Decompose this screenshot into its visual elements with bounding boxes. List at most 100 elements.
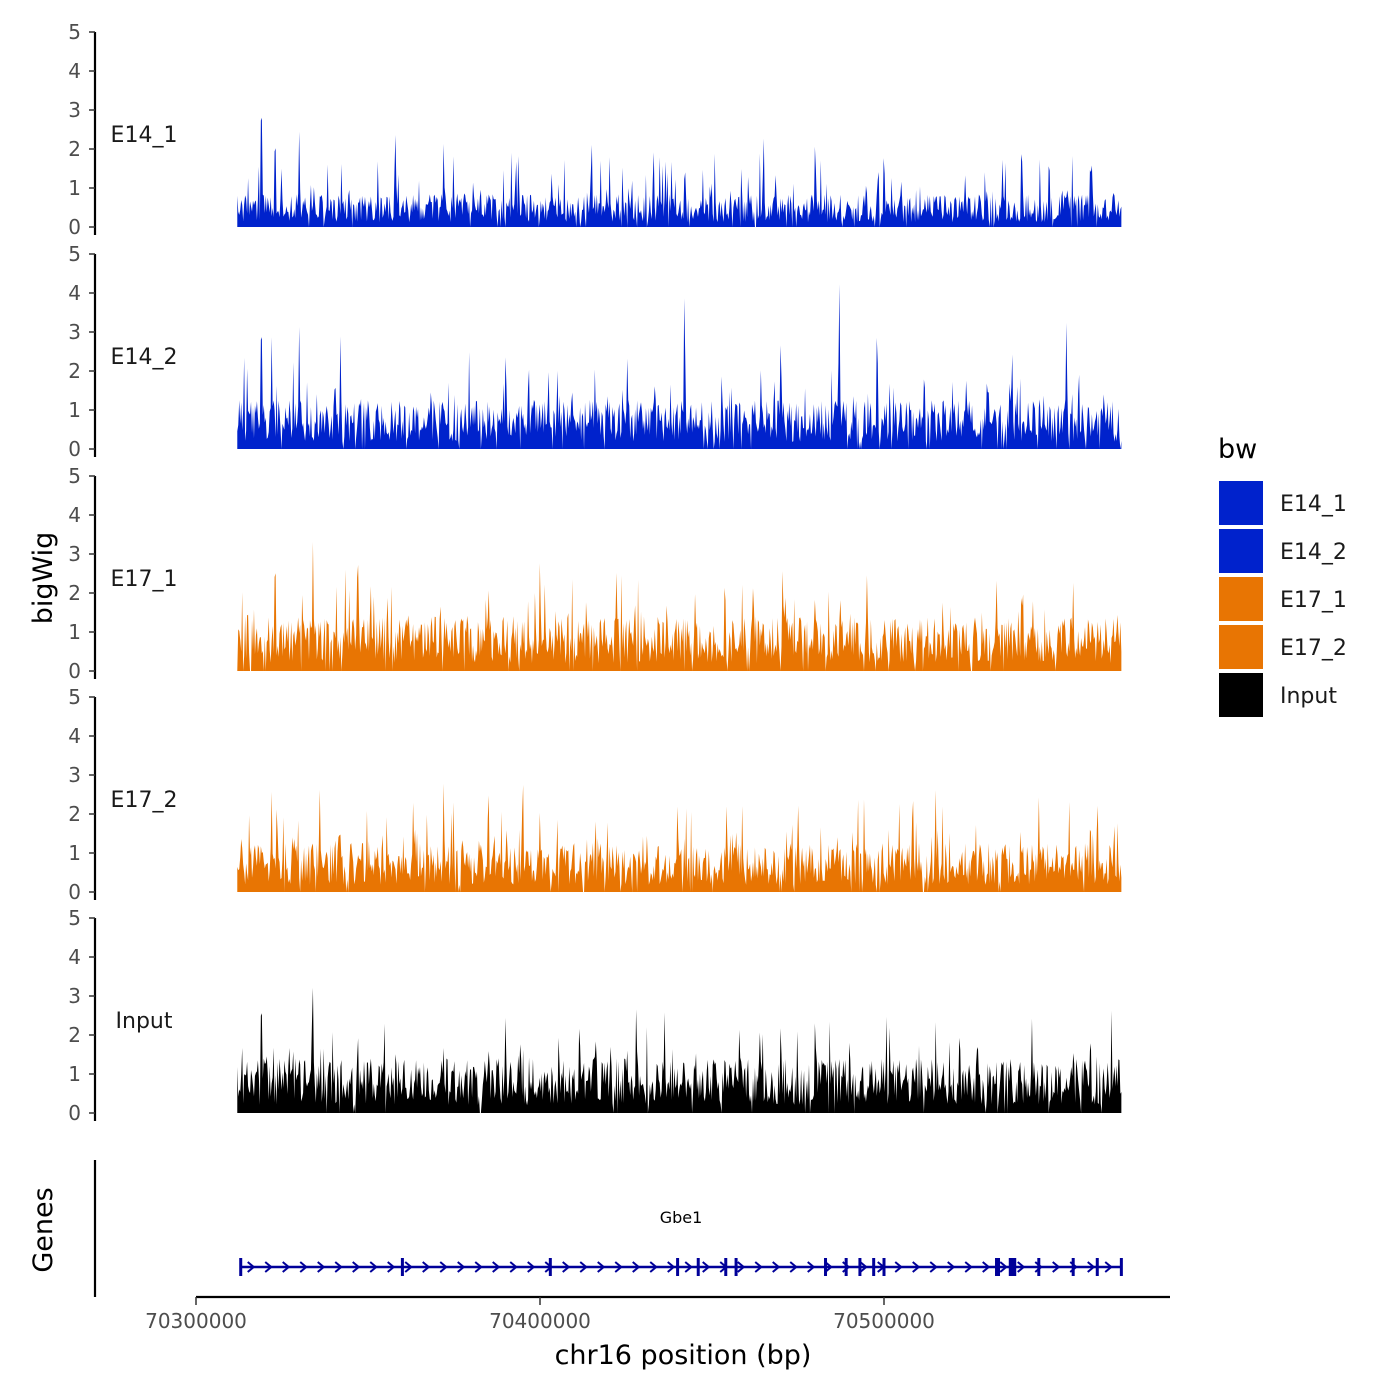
strand-arrow [387,1261,396,1273]
strand-arrow [1034,1261,1043,1273]
exon [734,1258,738,1276]
y-tick-label: 4 [68,281,81,305]
strand-arrow [352,1261,361,1273]
x-tick-label: 70400000 [489,1309,591,1333]
exon [858,1258,862,1276]
strand-arrow [509,1261,518,1273]
strand-arrow [562,1261,571,1273]
y-tick-label: 2 [68,802,81,826]
x-axis: 70300000 70400000 70500000 [145,1295,1170,1333]
exon [1071,1258,1075,1276]
track-label: E17_2 [111,788,178,813]
signal-area [237,284,1122,449]
track-e17-1: 0 1 2 3 4 5 E17_1 [68,464,1122,683]
strand-arrow [929,1261,938,1273]
y-tick-label: 3 [68,984,81,1008]
exon [824,1258,828,1276]
genes-track-title: Genes [28,1187,59,1272]
strand-arrow [947,1261,956,1273]
strand-arrow [474,1261,483,1273]
track-e14-2: 0 1 2 3 4 5 E14_2 [68,242,1122,461]
strand-arrow [422,1261,431,1273]
signal-area [237,783,1122,892]
signal-area [237,542,1122,671]
exon [995,1258,1001,1276]
strand-arrow [527,1261,536,1273]
genes-layer: Gbe1 [93,1160,1123,1297]
track-input: 0 1 2 3 4 5 Input [68,906,1122,1125]
strand-arrow [404,1261,413,1273]
strand-arrow [264,1261,273,1273]
y-tick-label: 5 [68,906,81,930]
legend-title: bw [1218,434,1257,465]
strand-arrow [369,1261,378,1273]
exon [872,1258,876,1276]
strand-arrow [789,1261,798,1273]
y-tick-label: 0 [68,659,81,683]
legend-swatch [1217,479,1265,527]
signal-area [237,117,1122,227]
y-axis-title: bigWig [28,532,59,625]
strand-arrow [667,1261,676,1273]
strand-arrow [807,1261,816,1273]
y-tick-label: 1 [68,398,81,422]
y-tick-label: 1 [68,1062,81,1086]
strand-arrow [912,1261,921,1273]
x-axis-title: chr16 position (bp) [555,1340,812,1371]
track-e14-1: 0 1 2 3 4 5 E14_1 [68,20,1122,239]
strand-arrow [859,1261,868,1273]
strand-arrow [632,1261,641,1273]
legend: bw E14_1 E14_2 E17_1 E17_2 Input [1217,434,1347,719]
y-tick-label: 5 [68,464,81,488]
strand-arrow [299,1261,308,1273]
y-tick-label: 0 [68,1101,81,1125]
strand-arrow [737,1261,746,1273]
exon [239,1258,243,1276]
y-tick-label: 2 [68,581,81,605]
strand-arrow [492,1261,501,1273]
legend-swatch [1217,575,1265,623]
strand-arrow [1052,1261,1061,1273]
y-tick-label: 4 [68,503,81,527]
legend-swatch [1217,527,1265,575]
exon [1037,1258,1041,1276]
track-label: E14_1 [111,123,178,148]
y-tick-label: 1 [68,620,81,644]
legend-label: E14_2 [1280,540,1347,565]
y-tick-label: 4 [68,945,81,969]
strand-arrow [457,1261,466,1273]
exon [548,1258,552,1276]
track-label: E17_1 [111,567,178,592]
y-tick-label: 1 [68,841,81,865]
y-tick-label: 3 [68,320,81,344]
strand-arrow [334,1261,343,1273]
x-tick-label: 70500000 [833,1309,935,1333]
exon [724,1258,728,1276]
track-label: Input [116,1009,173,1034]
strand-arrow [1017,1261,1026,1273]
y-tick-label: 4 [68,59,81,83]
strand-arrow [982,1261,991,1273]
legend-swatch [1217,623,1265,671]
exon [1013,1258,1017,1276]
y-tick-label: 3 [68,98,81,122]
legend-label: E14_1 [1280,492,1347,517]
strand-arrow [824,1261,833,1273]
strand-arrow [614,1261,623,1273]
y-tick-label: 0 [68,215,81,239]
y-tick-label: 4 [68,724,81,748]
strand-arrow [772,1261,781,1273]
legend-label: Input [1280,684,1337,709]
signal-area [237,987,1122,1113]
exon [400,1258,404,1276]
strand-arrow [999,1261,1008,1273]
y-tick-label: 2 [68,1023,81,1047]
track-label: E14_2 [111,345,178,370]
legend-label: E17_1 [1280,588,1347,613]
y-tick-label: 5 [68,242,81,266]
strand-arrow [1104,1261,1113,1273]
strand-arrow [247,1261,256,1273]
exon [696,1258,700,1276]
y-tick-label: 1 [68,176,81,200]
